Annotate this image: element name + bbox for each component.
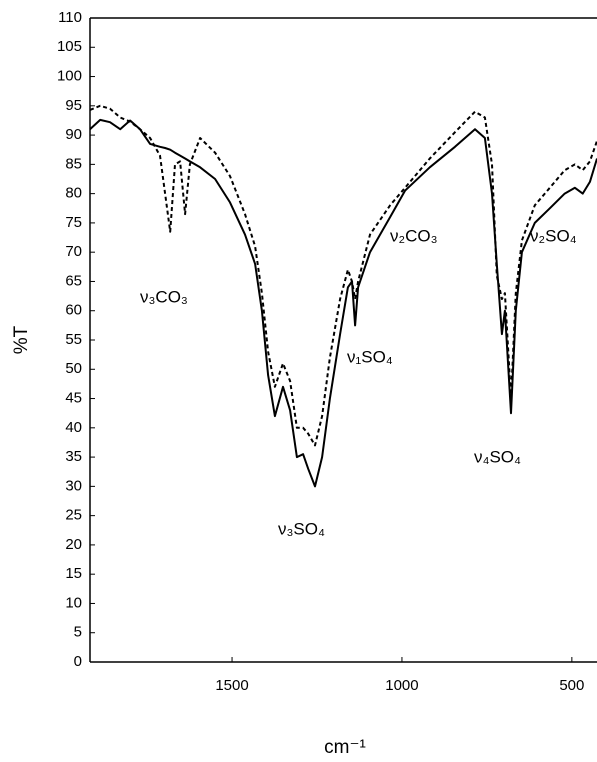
y-tick-label: 15 [65,565,82,582]
y-tick-label: 45 [65,390,82,407]
series-line [89,118,597,488]
y-tick-label: 105 [57,38,82,55]
y-tick-label: 95 [65,97,82,114]
y-tick-label: 80 [65,185,82,202]
x-tick-label: 1500 [215,677,248,694]
y-tick-label: 100 [57,68,82,85]
annotation: ν₂CO₃ [390,226,438,245]
y-tick-label: 50 [65,360,82,377]
y-tick-label: 5 [74,624,82,641]
annotation: ν₃CO₃ [140,287,188,306]
y-tick-label: 30 [65,477,82,494]
y-tick-label: 75 [65,214,82,231]
y-tick-label: 0 [74,653,82,670]
annotation: ν₃SO₄ [278,519,325,538]
y-tick-label: 90 [65,126,82,143]
x-axis-title: cm⁻¹ [324,737,366,758]
y-tick-label: 110 [58,9,82,26]
y-tick-label: 40 [65,419,82,436]
y-tick-label: 25 [65,507,82,524]
y-axis-title: %T [11,325,32,354]
annotation: ν₂SO₄ [530,226,577,245]
y-tick-label: 10 [65,594,82,611]
y-tick-label: 65 [65,272,82,289]
series-line [89,104,597,447]
y-tick-label: 20 [65,536,82,553]
y-tick-label: 60 [65,302,82,319]
y-tick-label: 85 [65,155,82,172]
y-tick-label: 35 [65,448,82,465]
annotation: ν₁SO₄ [347,347,393,366]
x-tick-label: 500 [559,677,584,694]
y-tick-label: 70 [65,243,82,260]
x-tick-label: 1000 [385,677,418,694]
annotation: ν₄SO₄ [474,447,521,466]
y-tick-label: 55 [65,331,82,348]
